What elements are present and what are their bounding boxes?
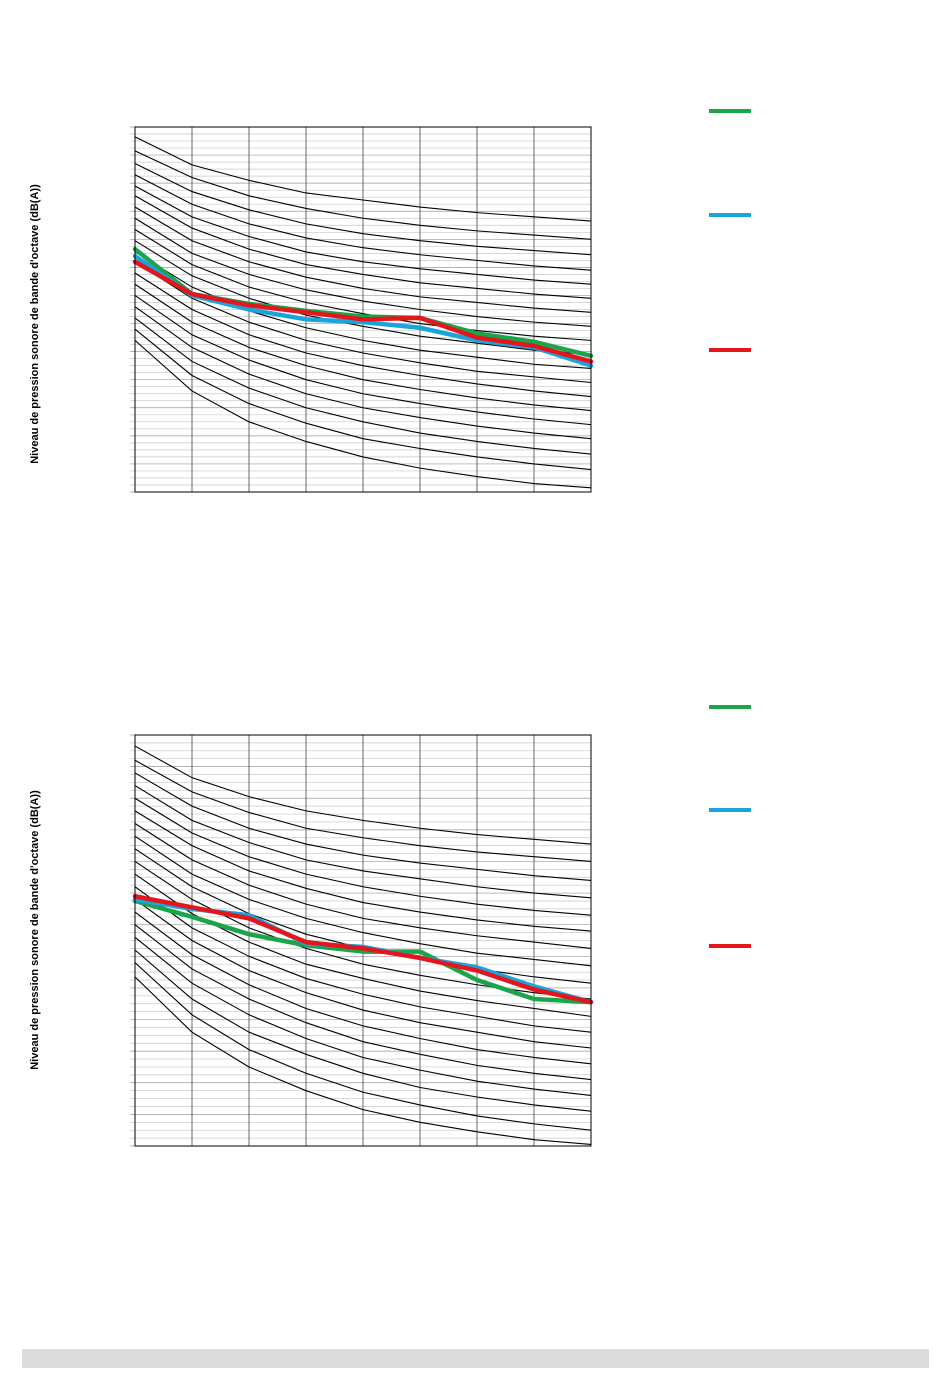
reference-curve <box>134 797 592 916</box>
reference-curve <box>134 261 592 384</box>
reference-curve <box>134 949 592 1112</box>
plot-frame-chart-2 <box>134 734 592 1147</box>
reference-curve <box>134 272 592 398</box>
legend-swatch-red-1 <box>709 348 751 352</box>
reference-curve <box>134 911 592 1065</box>
reference-curves-chart-1 <box>134 136 592 489</box>
legend-swatch-blue-2 <box>709 808 751 812</box>
series-lines-chart-2 <box>132 893 594 1005</box>
reference-curve <box>134 810 592 932</box>
reference-curve <box>134 886 592 1033</box>
reference-curve <box>134 283 592 412</box>
reference-curve <box>134 936 592 1096</box>
reference-curve <box>134 898 592 1049</box>
reference-curve <box>134 229 592 341</box>
octave-band-chart-2 <box>130 734 594 1147</box>
reference-curve <box>134 835 592 967</box>
reference-curve <box>134 195 592 299</box>
reference-curve <box>134 240 592 355</box>
reference-curve <box>134 962 592 1131</box>
series-line-red <box>132 893 594 1005</box>
reference-curve <box>134 328 592 471</box>
reference-curve <box>134 206 592 313</box>
reference-curve <box>134 745 592 845</box>
reference-curve <box>134 136 592 222</box>
reference-curve <box>134 185 592 285</box>
reference-curve <box>134 823 592 949</box>
octave-band-chart-1 <box>130 126 594 493</box>
series-lines-chart-1 <box>132 246 594 368</box>
reference-curve <box>134 306 592 440</box>
legend-swatch-red-2 <box>709 944 751 948</box>
plot-frame-chart-1 <box>134 126 592 493</box>
reference-curve <box>134 163 592 256</box>
footer-bar <box>22 1349 929 1368</box>
reference-curve <box>134 150 592 240</box>
legend-swatch-green-1 <box>709 109 751 113</box>
reference-curve <box>134 976 592 1145</box>
legend-swatch-green-2 <box>709 705 751 709</box>
reference-curve <box>134 317 592 455</box>
reference-curve <box>134 759 592 863</box>
series-line-red <box>132 259 594 364</box>
grid-chart-1 <box>130 126 591 493</box>
reference-curve <box>134 772 592 881</box>
reference-curve <box>134 217 592 327</box>
reference-curve <box>134 251 592 370</box>
reference-curve <box>134 174 592 271</box>
reference-curve <box>134 295 592 426</box>
legend-swatch-blue-1 <box>709 213 751 217</box>
reference-curve <box>134 924 592 1081</box>
reference-curve <box>134 785 592 899</box>
series-line-green <box>132 898 594 1005</box>
reference-curve <box>134 339 592 489</box>
